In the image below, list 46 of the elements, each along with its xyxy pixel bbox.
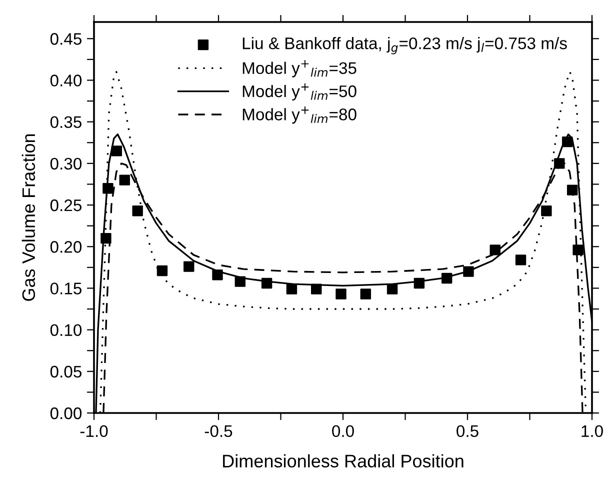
point (286, 284, 298, 294)
x-tick-label: 0.0 (332, 425, 354, 438)
x-tick-label: -0.5 (204, 425, 232, 438)
point (132, 205, 143, 216)
y-tick-label: 0.45 (50, 33, 82, 45)
y-tick-label: 0.00 (50, 407, 82, 420)
point (234, 276, 246, 287)
point (184, 261, 194, 272)
point (386, 284, 398, 294)
y-tick-label: 0.05 (50, 366, 82, 378)
x-tick-label: 1.0 (582, 425, 603, 438)
legend-label: Model y$^{+}$$_{lim}$=50 (242, 83, 356, 100)
point (111, 146, 122, 156)
x-tick-label: 0.5 (456, 425, 478, 438)
point (414, 278, 425, 289)
point (554, 158, 565, 169)
point (541, 205, 552, 216)
legend-label: Liu & Bankoff data, j$_{g}$=0.23 m/s j$_{l}$=0.753 m/s (242, 37, 567, 54)
point (490, 244, 500, 256)
point (336, 288, 346, 300)
y-tick-label: 0.20 (50, 241, 82, 253)
point (572, 244, 584, 256)
y-tick-label: 0.15 (50, 282, 82, 294)
y-tick-label: 0.40 (50, 74, 82, 86)
point (463, 266, 474, 277)
point (100, 232, 112, 244)
point (212, 270, 223, 280)
y-tick-label: 0.10 (50, 324, 82, 336)
y-tick-label: 0.25 (50, 199, 82, 212)
point (119, 174, 130, 186)
point (566, 184, 578, 196)
point (515, 254, 526, 266)
legend-label: Model y$^{+}$$_{lim}$=80 (242, 106, 356, 124)
point (311, 284, 322, 294)
point (102, 183, 114, 194)
x-axis-title: Dimensionless Radial Position (223, 454, 464, 468)
point (261, 278, 272, 289)
point (156, 265, 168, 276)
point (360, 288, 372, 300)
y-axis-title: Gas Volume Fraction (22, 134, 36, 301)
y-tick-label: 0.35 (50, 116, 82, 128)
x-tick-label: -1.0 (80, 425, 108, 438)
y-tick-label: 0.30 (50, 158, 82, 170)
legend-label: Model y$^{+}$$_{lim}$=35 (242, 60, 356, 78)
point (441, 272, 452, 284)
point (562, 136, 573, 148)
